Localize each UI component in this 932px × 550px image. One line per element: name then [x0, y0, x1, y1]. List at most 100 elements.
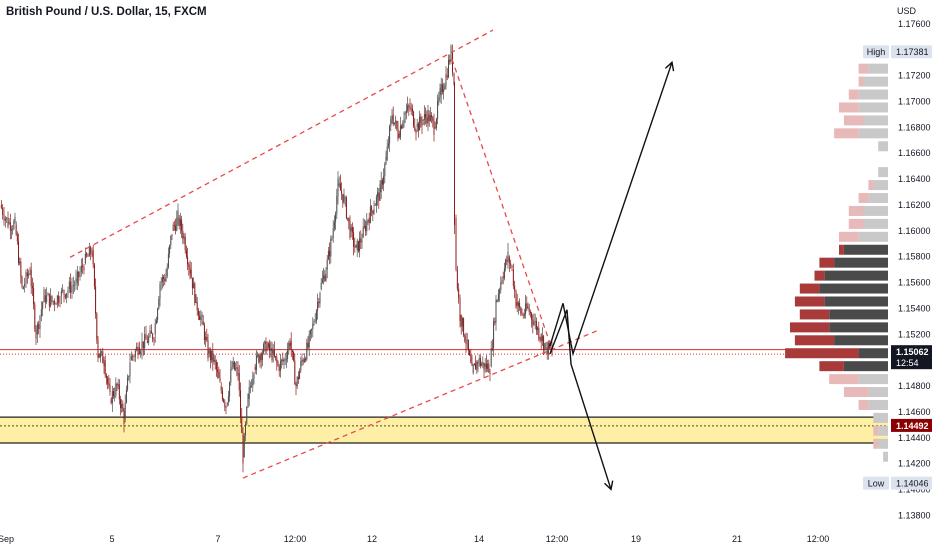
high-label: High: [867, 47, 886, 57]
volume-profile-bar: [848, 89, 859, 100]
candle-body: [229, 382, 231, 397]
candle-body: [128, 375, 130, 378]
volume-profile-bar: [843, 361, 888, 372]
candle-body: [365, 225, 367, 232]
candle-body: [296, 376, 298, 387]
candle-body: [259, 355, 261, 363]
candle-body: [209, 350, 211, 361]
candle-body: [338, 183, 340, 186]
candle-body: [444, 85, 446, 90]
volume-profile-bar: [873, 425, 879, 436]
candle-body: [58, 295, 60, 303]
y-tick-label: 1.15200: [898, 329, 931, 339]
candle-body: [56, 295, 58, 305]
candle-body: [236, 367, 238, 369]
candle-body: [349, 221, 351, 238]
candle-body: [467, 339, 469, 351]
candle-body: [359, 238, 361, 252]
candle-body: [154, 323, 156, 335]
volume-profile-bar: [843, 387, 869, 398]
volume-profile-bar: [839, 244, 844, 255]
candle-body: [374, 204, 376, 206]
candle-body: [315, 310, 317, 322]
candle-body: [185, 250, 187, 257]
candle-body: [267, 343, 269, 348]
candle-body: [302, 360, 304, 362]
candle-body: [171, 234, 173, 236]
candle-body: [79, 272, 81, 278]
candle-body: [330, 238, 332, 257]
volume-profile-bar: [878, 438, 888, 449]
candle-body: [423, 114, 425, 120]
bullish-projection-path[interactable]: [549, 62, 673, 357]
candle-body: [67, 289, 69, 294]
high-value: 1.17381: [896, 47, 929, 57]
candle-body: [111, 391, 113, 404]
candle-body: [117, 384, 119, 387]
candle-body: [190, 269, 192, 278]
candle-body: [184, 237, 186, 251]
candle-body: [93, 264, 95, 287]
candle-body: [348, 217, 350, 222]
candle-body: [22, 286, 24, 290]
candle-body: [465, 341, 467, 345]
candle-body: [438, 97, 440, 101]
candle-body: [407, 105, 409, 111]
candle-body: [434, 127, 436, 129]
candle-body: [417, 123, 419, 131]
candle-body: [295, 384, 297, 387]
candle-body: [413, 111, 415, 127]
trendline-3[interactable]: [451, 58, 551, 344]
candle-body: [152, 333, 154, 340]
candle-body: [496, 299, 498, 302]
candle-body: [207, 339, 209, 359]
candle-body: [347, 217, 349, 219]
candle-body: [532, 319, 534, 325]
candle-body: [47, 293, 49, 296]
candle-body: [199, 315, 201, 320]
trendline-1[interactable]: [69, 29, 494, 258]
candle-body: [327, 250, 329, 260]
candle-body: [385, 157, 387, 165]
candle-body: [459, 297, 461, 321]
candle-body: [88, 247, 90, 257]
candle-body: [9, 222, 11, 231]
bearish-projection-path[interactable]: [549, 309, 612, 490]
candle-body: [78, 271, 80, 278]
candle-body: [4, 218, 6, 221]
candle-body: [345, 197, 347, 219]
y-tick-label: 1.14400: [898, 433, 931, 443]
candle-body: [31, 286, 33, 289]
candle-body: [66, 293, 68, 298]
candle-body: [237, 367, 239, 376]
candle-body: [223, 399, 225, 402]
volume-profile-bar: [858, 348, 888, 359]
candle-body: [260, 353, 262, 361]
y-tick-label: 1.16800: [898, 122, 931, 132]
volume-profile-bar: [858, 231, 888, 242]
candle-body: [501, 280, 503, 283]
candle-body: [387, 143, 389, 147]
candle-body: [103, 363, 105, 366]
volume-profile-bar: [843, 244, 888, 255]
volume-profile-bar: [878, 167, 888, 178]
candle-body: [519, 302, 521, 308]
candle-body: [224, 401, 226, 407]
trendline-2[interactable]: [242, 328, 601, 479]
candle-body: [167, 253, 169, 268]
candle-body: [258, 354, 260, 363]
volume-profile-bar: [814, 270, 825, 281]
candle-body: [158, 298, 160, 309]
volume-profile-bar: [794, 335, 835, 346]
candle-body: [419, 116, 421, 131]
candle-body: [14, 216, 16, 222]
candle-body: [543, 336, 545, 350]
candle-body: [547, 342, 549, 355]
high: High 1.17381: [863, 45, 932, 59]
volume-profile-bar: [829, 374, 859, 385]
candle-body: [497, 293, 499, 300]
high-value-bg: [891, 45, 932, 59]
candle-body: [203, 325, 205, 341]
candle-body: [285, 358, 287, 360]
